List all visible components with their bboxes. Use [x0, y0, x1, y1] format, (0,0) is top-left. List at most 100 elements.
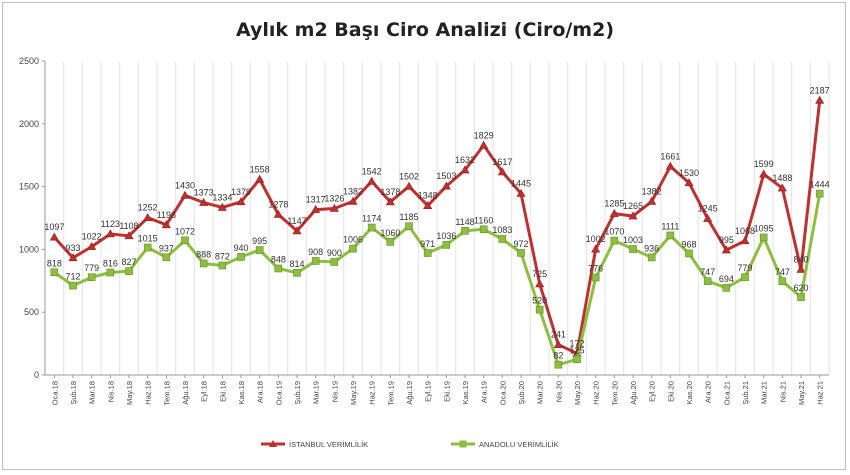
legend: İSTANBUL VERİMLİLİK ANADOLU VERİMLİLİK — [261, 440, 559, 449]
data-label-series-1: 1285 — [604, 199, 624, 209]
y-tick-label: 2500 — [19, 56, 39, 66]
x-tick-label: Ara.18 — [256, 381, 265, 403]
data-label-series-1: 995 — [719, 235, 734, 245]
data-label-series-2: 1444 — [810, 180, 830, 190]
series-1-marker — [535, 279, 545, 288]
x-axis-ticks: Oca.18 Şub.18 Mar.18 Nis.18 May.18 Haz.18 Tem.… — [50, 381, 824, 406]
data-label-series-1: 1445 — [511, 179, 531, 189]
data-label-series-1: 2187 — [810, 85, 830, 95]
data-label-series-1: 1599 — [754, 159, 774, 169]
data-label-series-1: 1245 — [698, 204, 718, 214]
x-tick-label: Ağu.19 — [405, 381, 414, 405]
x-tick-label: May.21 — [797, 381, 806, 405]
legend-marker-square — [459, 440, 467, 448]
x-tick-label: Eyl.19 — [424, 381, 433, 402]
data-label-series-1: 1278 — [268, 199, 288, 209]
series-1-marker — [759, 169, 769, 178]
data-label-series-1: 1326 — [324, 193, 344, 203]
data-label-series-2: 1185 — [399, 212, 418, 222]
data-label-series-1: 1196 — [157, 210, 176, 220]
series-2-marker — [479, 225, 488, 234]
series-1-marker — [348, 196, 358, 205]
x-tick-label: Tem.19 — [386, 381, 395, 406]
data-label-series-1: 1317 — [306, 195, 326, 205]
series-2-marker — [647, 253, 656, 262]
series-1-marker — [721, 245, 731, 254]
data-label-series-2: 972 — [513, 239, 528, 249]
series-2-marker — [610, 236, 619, 245]
series-2-marker — [815, 189, 824, 198]
series-2-marker — [666, 231, 675, 240]
data-label-series-2: 1015 — [138, 234, 158, 244]
series-1-marker — [796, 264, 806, 273]
x-tick-label: Nis.18 — [106, 381, 115, 402]
data-label-series-1: 1334 — [212, 192, 232, 202]
data-label-series-1: 1488 — [772, 173, 792, 183]
series-1-marker — [143, 213, 153, 222]
data-label-series-2: 936 — [644, 243, 659, 253]
data-label-series-1: 1252 — [138, 203, 158, 213]
data-label-series-2: 776 — [588, 264, 603, 274]
data-label-series-1: 1382 — [642, 186, 662, 196]
data-label-series-1: 1617 — [492, 157, 512, 167]
x-tick-label: Eki.19 — [442, 381, 451, 402]
x-tick-label: May.20 — [573, 381, 582, 405]
x-tick-label: Nis.19 — [330, 381, 339, 402]
series-1-marker — [479, 140, 489, 149]
series-1-marker — [665, 161, 675, 170]
series-1-marker — [740, 236, 750, 245]
data-label-series-2: 1070 — [604, 227, 624, 237]
data-label-series-2: 779 — [84, 263, 99, 273]
data-label-series-2: 888 — [196, 249, 211, 259]
series-2-marker — [741, 273, 749, 281]
data-label-series-1: 1123 — [101, 219, 120, 229]
series-2-marker — [386, 238, 395, 246]
series-1-marker — [49, 232, 59, 241]
x-tick-label: Kas.19 — [461, 381, 470, 404]
series-1-marker — [516, 188, 526, 197]
data-label-series-2: 995 — [252, 236, 267, 246]
series-2-marker — [535, 305, 544, 314]
series-1-marker — [87, 242, 97, 250]
y-tick-label: 2000 — [19, 119, 39, 129]
x-tick-label: Haz.20 — [592, 381, 601, 405]
series-1-marker — [703, 214, 713, 222]
series-2-marker — [591, 273, 600, 282]
series-1-marker — [311, 204, 321, 213]
data-label-series-1: 1502 — [399, 171, 419, 181]
series-2-marker — [50, 268, 59, 277]
gridlines — [44, 61, 830, 375]
data-label-series-1: 1558 — [250, 164, 270, 174]
y-tick-label: 1500 — [19, 182, 39, 192]
series-2-marker — [759, 233, 768, 242]
series-2-marker — [685, 249, 693, 258]
series-2-marker — [349, 244, 357, 253]
series-1-marker — [255, 174, 265, 183]
series-2-marker — [423, 249, 432, 257]
series-1-marker — [591, 244, 601, 253]
series-1-marker — [68, 253, 78, 262]
x-tick-label: Mar.18 — [88, 381, 97, 404]
data-label-series-2: 520 — [532, 296, 547, 306]
x-tick-label: Tem.18 — [162, 381, 171, 406]
x-tick-label: Eyl.18 — [200, 381, 209, 402]
series-1-marker — [628, 211, 638, 220]
data-label-series-2: 694 — [719, 274, 734, 284]
series-2-marker — [143, 243, 152, 252]
data-label-series-1: 1632 — [455, 155, 475, 165]
data-label-series-2: 816 — [103, 259, 118, 269]
data-label-series-1: 241 — [551, 330, 566, 340]
data-label-series-1: 840 — [793, 254, 808, 264]
data-label-series-2: 872 — [215, 251, 230, 261]
series-2-marker — [405, 222, 413, 230]
series-2-marker — [106, 268, 115, 277]
x-tick-label: Oca.21 — [722, 381, 731, 405]
data-label-series-1: 1430 — [175, 180, 195, 190]
x-tick-label: Haz.18 — [144, 381, 153, 405]
series-lines — [49, 95, 825, 369]
series-2-marker — [442, 241, 451, 249]
x-tick-label: Şub.19 — [293, 381, 302, 405]
series-1-marker — [161, 220, 171, 229]
data-label-series-1: 1147 — [287, 216, 306, 226]
